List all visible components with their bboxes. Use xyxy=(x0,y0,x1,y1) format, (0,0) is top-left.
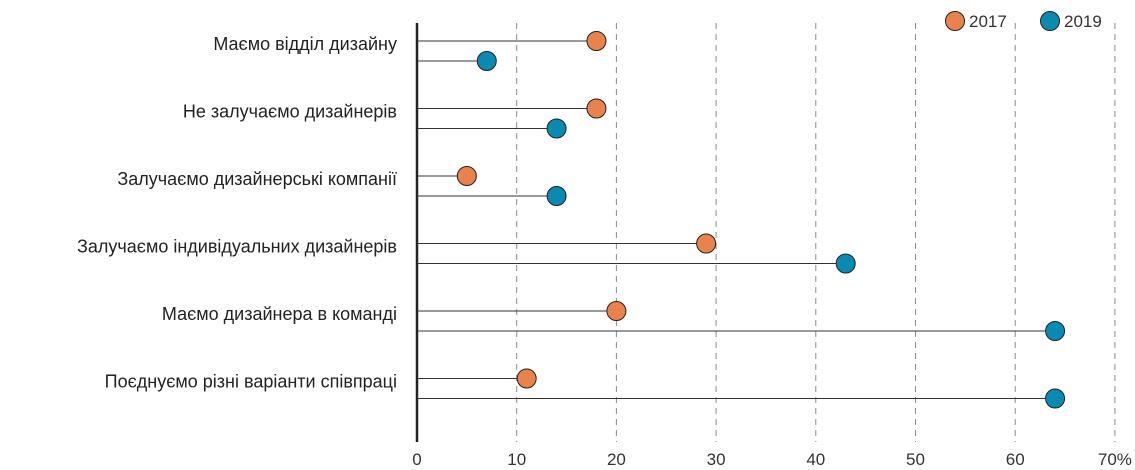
category-label: Залучаємо індивідуальних дизайнерів xyxy=(77,237,397,257)
legend-label: 2017 xyxy=(969,12,1007,31)
category-label: Залучаємо дизайнерські компанії xyxy=(117,169,397,189)
x-axis: 0 10 20 30 40 50 60 70% xyxy=(412,23,1132,469)
gridlines xyxy=(516,23,1116,442)
legend-marker xyxy=(945,11,965,31)
data-point-2019 xyxy=(835,253,856,274)
x-tick-label: 10 xyxy=(507,450,526,469)
category-label: Поєднуємо різні варіанти співпраці xyxy=(105,372,397,392)
x-tick-label: 30 xyxy=(707,450,726,469)
lollipop-stems xyxy=(417,40,1056,399)
x-tick-label: 0 xyxy=(412,450,421,469)
data-point-2017 xyxy=(456,166,477,186)
x-tick-label: 50 xyxy=(906,450,925,469)
data-point-2017 xyxy=(606,301,627,321)
data-point-2017 xyxy=(696,233,717,254)
data-point-2019 xyxy=(546,118,567,139)
data-point-2017 xyxy=(586,98,607,119)
x-tick-label: 60 xyxy=(1006,450,1025,469)
data-point-2019 xyxy=(1045,388,1066,409)
category-label: Маємо відділ дизайну xyxy=(213,34,397,54)
data-point-2017 xyxy=(516,368,537,389)
legend: 2017 2019 xyxy=(945,11,1102,31)
legend-label: 2019 xyxy=(1064,12,1102,31)
category-label: Не залучаємо дизайнерів xyxy=(183,102,397,122)
x-tick-label: 40 xyxy=(806,450,825,469)
data-point-2017 xyxy=(586,31,607,51)
x-tick-label: 20 xyxy=(607,450,626,469)
data-point-2019 xyxy=(476,51,497,71)
category-label: Маємо дизайнера в команді xyxy=(162,304,397,324)
data-points xyxy=(456,31,1066,409)
x-tick-label: 70% xyxy=(1098,450,1132,469)
legend-marker xyxy=(1040,11,1060,31)
data-point-2019 xyxy=(1045,321,1066,341)
category-labels: Маємо відділ дизайну Не залучаємо дизайне… xyxy=(77,34,397,392)
data-point-2019 xyxy=(546,186,567,206)
